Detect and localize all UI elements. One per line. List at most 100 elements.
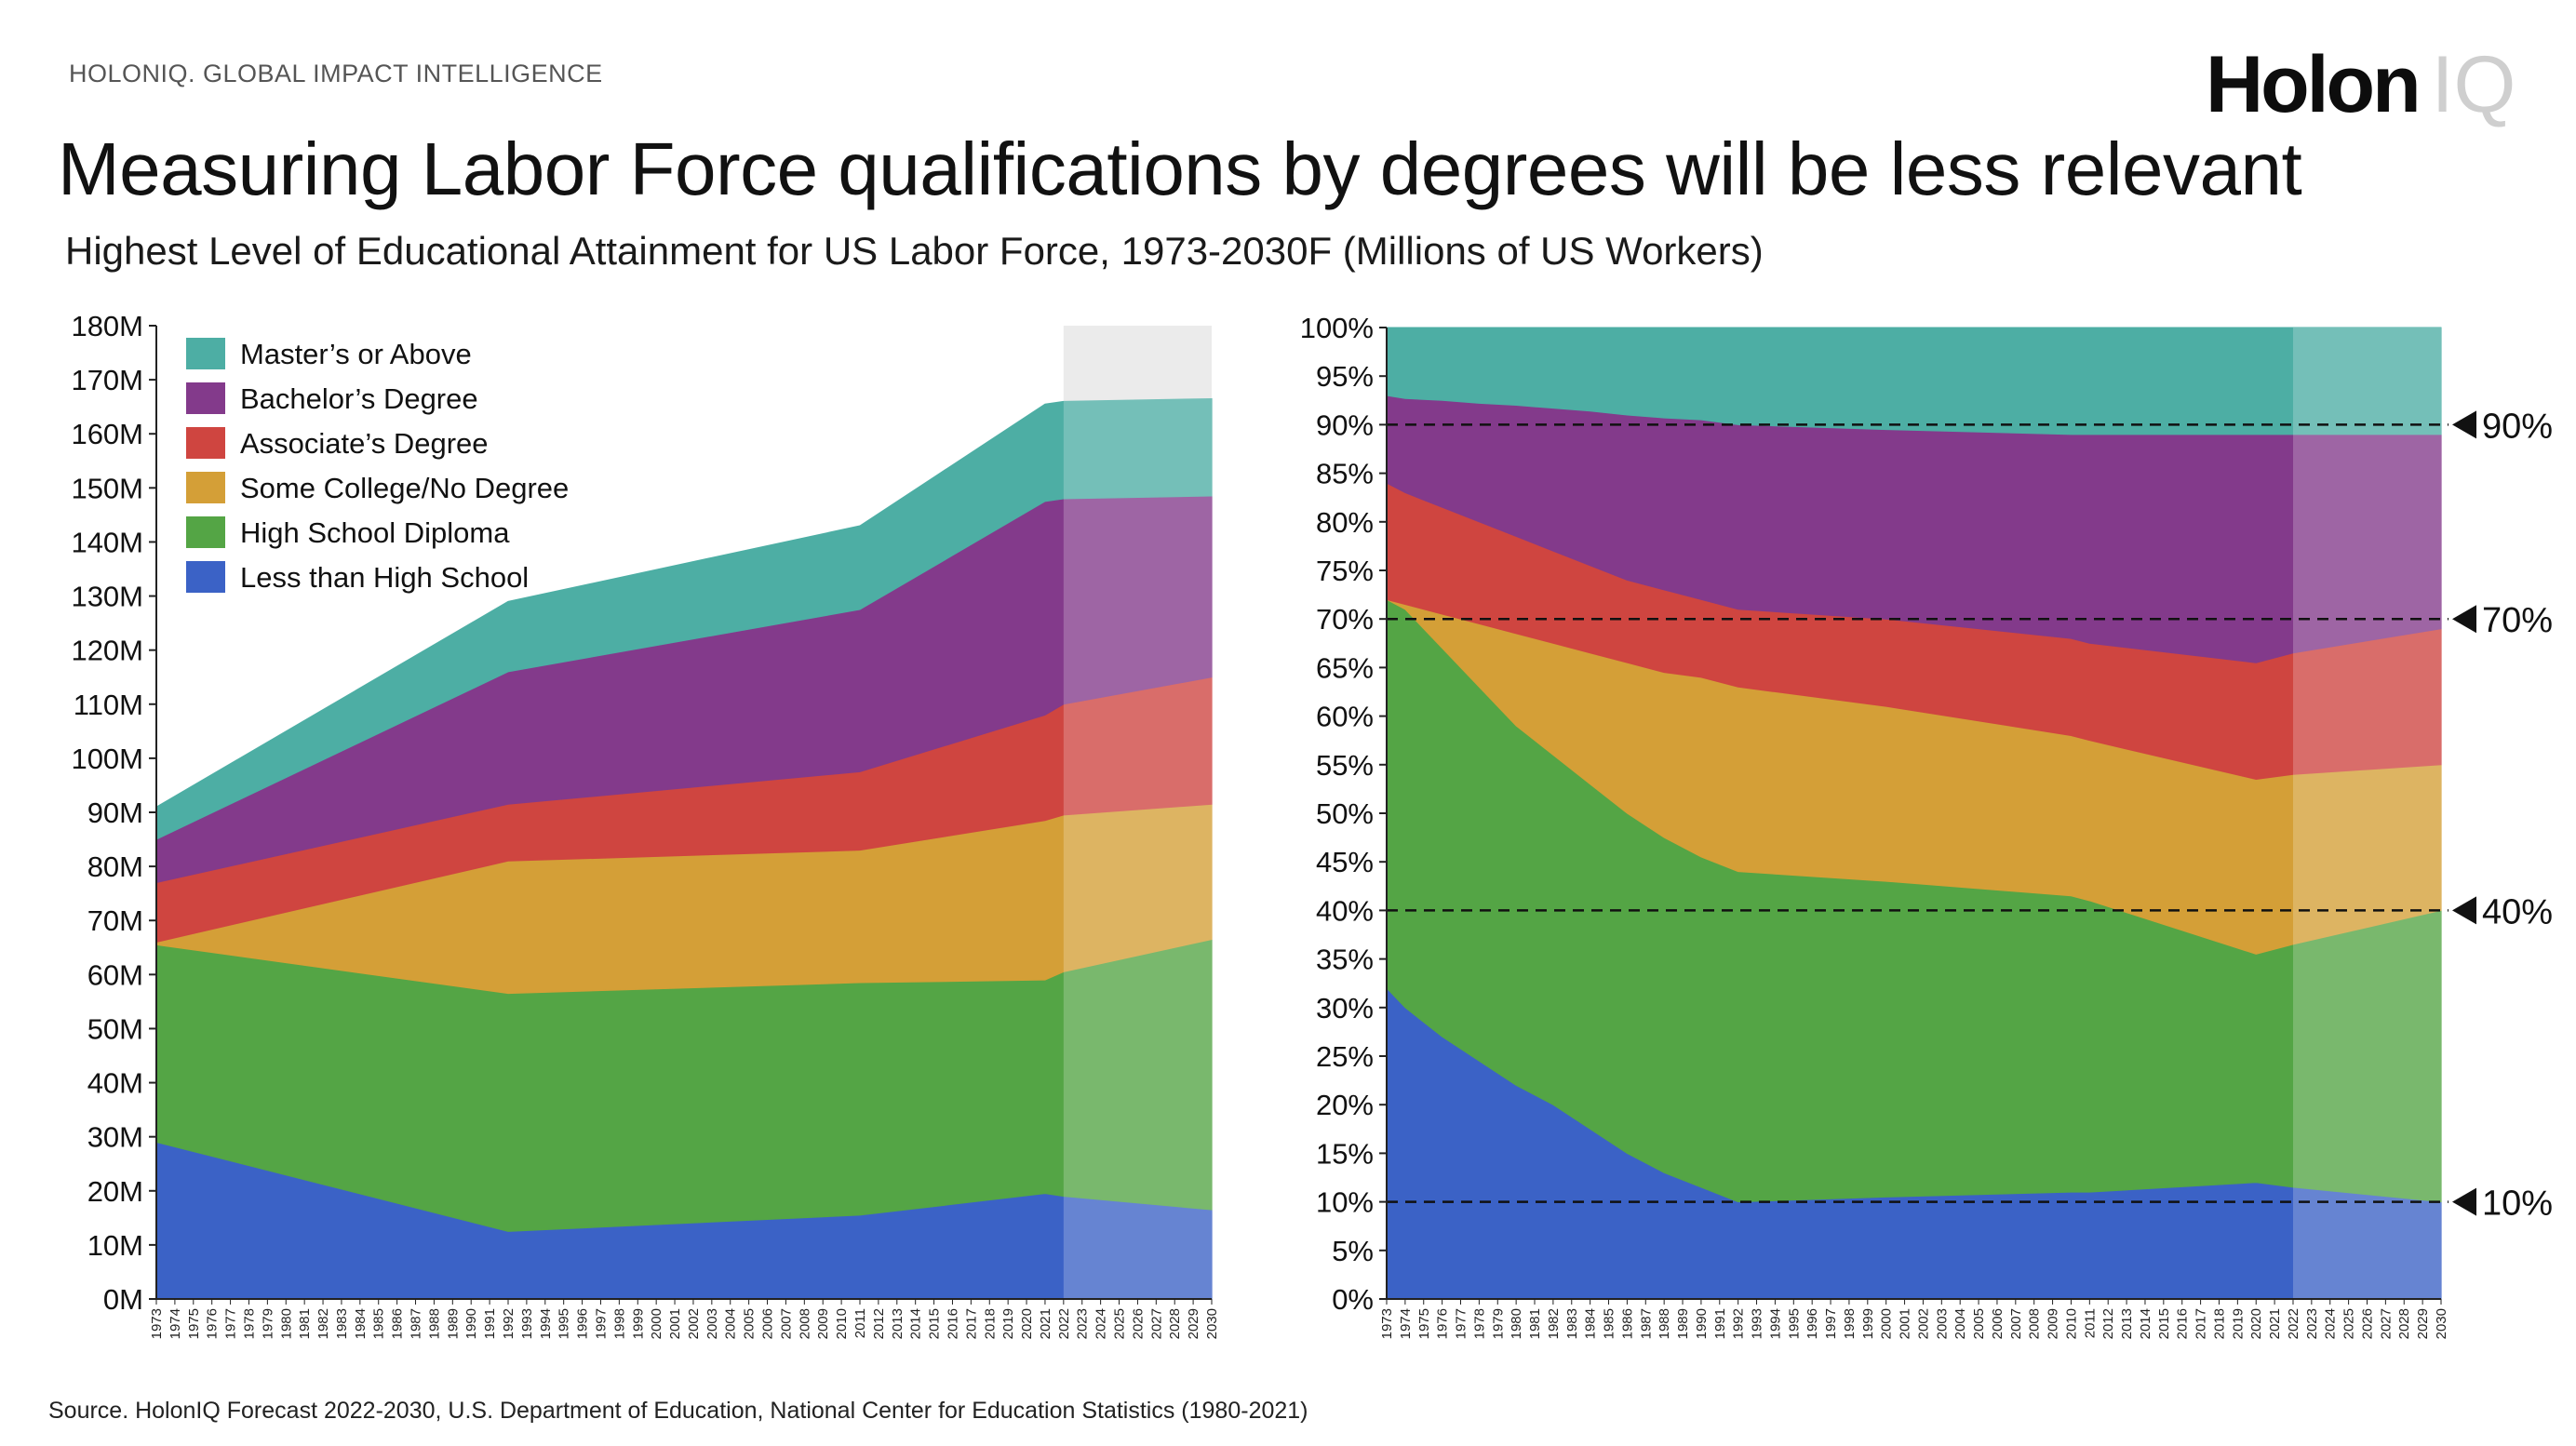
x-tick-label: 2016 xyxy=(2175,1308,2191,1339)
x-tick-label: 2028 xyxy=(1167,1308,1183,1339)
y-tick-label: 30% xyxy=(1316,992,1374,1024)
x-tick-label: 1989 xyxy=(1675,1308,1691,1339)
x-tick-label: 1996 xyxy=(1805,1308,1820,1339)
x-tick-label: 2025 xyxy=(2341,1308,2357,1339)
x-tick-label: 1988 xyxy=(426,1308,442,1339)
y-tick-label: 90M xyxy=(87,797,143,829)
source-note: Source. HolonIQ Forecast 2022-2030, U.S.… xyxy=(48,1398,1308,1424)
x-tick-label: 2029 xyxy=(1186,1308,1201,1339)
reference-arrow-icon xyxy=(2452,410,2476,439)
legend-label-some_college: Some College/No Degree xyxy=(240,472,569,504)
area-masters xyxy=(155,397,1213,840)
x-tick-label: 1996 xyxy=(575,1308,591,1339)
x-tick-label: 1981 xyxy=(297,1308,313,1339)
x-tick-label: 1987 xyxy=(1638,1308,1654,1339)
x-tick-label: 2007 xyxy=(778,1308,794,1339)
legend-label-less_than_hs: Less than High School xyxy=(240,561,529,594)
reference-label: 70% xyxy=(2482,601,2553,640)
x-tick-label: 2000 xyxy=(649,1308,664,1339)
y-tick-label: 80M xyxy=(87,850,143,883)
x-tick-label: 1983 xyxy=(1564,1308,1580,1339)
x-tick-label: 2008 xyxy=(2027,1308,2043,1339)
y-tick-label: 160M xyxy=(71,418,143,450)
x-tick-label: 2014 xyxy=(908,1308,924,1339)
x-tick-label: 2018 xyxy=(982,1308,998,1339)
x-tick-label: 2015 xyxy=(927,1308,943,1339)
x-tick-label: 2009 xyxy=(815,1308,831,1339)
legend-label-masters: Master’s or Above xyxy=(240,338,472,370)
x-tick-label: 2004 xyxy=(723,1308,739,1339)
y-tick-label: 85% xyxy=(1316,458,1374,490)
y-tick-label: 20% xyxy=(1316,1089,1374,1121)
x-tick-label: 1999 xyxy=(1860,1308,1876,1339)
y-tick-label: 10% xyxy=(1316,1186,1374,1219)
x-tick-label: 2001 xyxy=(1898,1308,1913,1339)
x-tick-label: 2002 xyxy=(1915,1308,1931,1339)
x-tick-label: 2017 xyxy=(963,1308,979,1339)
x-tick-label: 2016 xyxy=(945,1308,960,1339)
x-tick-label: 2027 xyxy=(2378,1308,2394,1339)
y-tick-label: 130M xyxy=(71,581,143,613)
x-tick-label: 2023 xyxy=(1075,1308,1091,1339)
x-tick-label: 1997 xyxy=(593,1308,609,1339)
x-tick-label: 1995 xyxy=(557,1308,572,1339)
y-tick-label: 70% xyxy=(1316,603,1374,636)
x-tick-label: 2004 xyxy=(1952,1308,1968,1339)
x-tick-label: 2018 xyxy=(2211,1308,2227,1339)
reference-arrow-icon xyxy=(2452,1187,2476,1216)
x-tick-label: 2013 xyxy=(890,1308,906,1339)
x-tick-label: 2022 xyxy=(1056,1308,1072,1339)
y-tick-label: 25% xyxy=(1316,1040,1374,1073)
x-tick-label: 1998 xyxy=(1842,1308,1858,1339)
legend-swatch-high_school xyxy=(186,516,225,548)
x-tick-label: 1978 xyxy=(1471,1308,1487,1339)
y-tick-label: 120M xyxy=(71,635,143,667)
reference-label: 90% xyxy=(2482,407,2553,446)
x-tick-label: 1982 xyxy=(315,1308,331,1339)
x-tick-label: 1974 xyxy=(1398,1308,1414,1339)
y-tick-label: 65% xyxy=(1316,651,1374,684)
percent-area-chart: 90% 70% 40% 10% 0% 5% 10% 15% 20% 25% 30% 35% 40% 45%… xyxy=(1300,312,2553,1339)
y-tick-label: 0M xyxy=(103,1283,143,1316)
x-tick-label: 2024 xyxy=(2323,1308,2339,1339)
reference-arrow-icon xyxy=(2452,605,2476,634)
x-tick-label: 1975 xyxy=(186,1308,202,1339)
y-tick-label: 40M xyxy=(87,1067,143,1100)
x-tick-label: 2008 xyxy=(797,1308,812,1339)
y-tick-label: 50M xyxy=(87,1012,143,1045)
x-tick-label: 2005 xyxy=(742,1308,758,1339)
x-tick-label: 2021 xyxy=(1038,1308,1053,1339)
x-tick-label: 1998 xyxy=(611,1308,627,1339)
x-tick-label: 1994 xyxy=(1767,1308,1783,1339)
x-tick-label: 1977 xyxy=(223,1308,239,1339)
area-masters xyxy=(1386,327,2442,435)
y-tick-label: 15% xyxy=(1316,1137,1374,1170)
x-tick-label: 2003 xyxy=(1934,1308,1950,1339)
x-tick-label: 2026 xyxy=(2359,1308,2375,1339)
kicker-text: HOLONIQ. GLOBAL IMPACT INTELLIGENCE xyxy=(69,60,603,87)
x-tick-label: 2030 xyxy=(1204,1308,1220,1339)
x-tick-label: 2014 xyxy=(2138,1308,2153,1339)
x-tick-label: 2011 xyxy=(852,1308,868,1338)
y-tick-label: 180M xyxy=(71,310,143,342)
page-title: Measuring Labor Force qualifications by … xyxy=(58,127,2302,210)
y-tick-label: 150M xyxy=(71,472,143,504)
x-tick-label: 1999 xyxy=(630,1308,646,1339)
logo-main: Holon xyxy=(2206,40,2422,129)
x-tick-label: 2002 xyxy=(686,1308,702,1339)
y-tick-label: 10M xyxy=(87,1229,143,1262)
x-tick-label: 2022 xyxy=(2286,1308,2301,1339)
x-tick-label: 2024 xyxy=(1093,1308,1109,1339)
x-tick-label: 1986 xyxy=(1619,1308,1635,1339)
y-tick-label: 60M xyxy=(87,958,143,991)
absolute-area-chart: 0M 10M 20M 30M 40M 50M 60M 70M 80M 90M 100M 110M 120… xyxy=(71,310,1220,1339)
x-tick-label: 1995 xyxy=(1786,1308,1802,1339)
x-tick-label: 2028 xyxy=(2396,1308,2412,1339)
y-tick-label: 20M xyxy=(87,1175,143,1208)
y-tick-label: 40% xyxy=(1316,894,1374,927)
x-tick-label: 1983 xyxy=(334,1308,350,1339)
x-tick-label: 2010 xyxy=(2063,1308,2079,1339)
x-tick-label: 1992 xyxy=(501,1308,517,1339)
x-tick-label: 1992 xyxy=(1731,1308,1747,1339)
y-tick-label: 45% xyxy=(1316,846,1374,878)
